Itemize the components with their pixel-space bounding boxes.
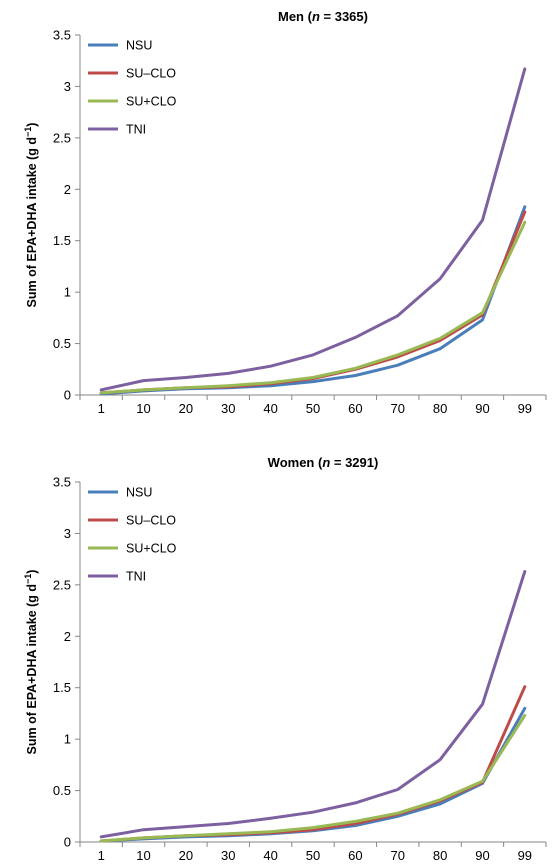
- x-tick-label: 20: [179, 401, 193, 416]
- x-tick-label: 99: [518, 848, 532, 863]
- y-tick-label: 3: [64, 526, 71, 541]
- series-line-nsu: [101, 708, 525, 841]
- x-tick-label: 80: [433, 848, 447, 863]
- y-tick-label: 0.5: [53, 783, 71, 798]
- y-tick-label: 2.5: [53, 577, 71, 592]
- y-tick-label: 0: [64, 835, 71, 850]
- x-tick-label: 70: [390, 848, 404, 863]
- legend-label: SU+CLO: [126, 542, 177, 556]
- x-tick-label: 30: [221, 401, 235, 416]
- x-tick-label: 20: [179, 848, 193, 863]
- x-tick-label: 1: [98, 848, 105, 863]
- x-tick-label: 80: [433, 401, 447, 416]
- x-tick-label: 1: [98, 401, 105, 416]
- series-line-tni: [101, 69, 525, 390]
- y-tick-label: 2.5: [53, 130, 71, 145]
- y-tick-label: 1: [64, 732, 71, 747]
- x-tick-label: 90: [475, 848, 489, 863]
- legend-label: TNI: [126, 123, 146, 137]
- chart-panel-1: Women (n = 3291) 0 0.5 1 1.5 2 2.5 3 3.5 1 10 20 30 4…: [23, 455, 546, 863]
- x-tick-label: 90: [475, 401, 489, 416]
- legend-label: TNI: [126, 570, 146, 584]
- y-tick-label: 1.5: [53, 233, 71, 248]
- chart-title: Women (n = 3291): [268, 455, 379, 470]
- y-tick-label: 2: [64, 182, 71, 197]
- x-tick-label: 50: [306, 401, 320, 416]
- x-tick-label: 70: [390, 401, 404, 416]
- chart-title: Men (n = 3365): [278, 9, 368, 24]
- y-axis-label: Sum of EPA+DHA intake (g d−1): [23, 570, 39, 755]
- x-tick-label: 99: [518, 401, 532, 416]
- chart-panel-0: Men (n = 3365) 0 0.5 1 1.5 2 2.5 3 3.5 1 10 20 30 40 5…: [23, 9, 546, 416]
- series-line-nsu: [101, 207, 525, 394]
- x-tick-label: 50: [306, 848, 320, 863]
- y-tick-label: 3.5: [53, 28, 71, 43]
- x-tick-label: 40: [263, 401, 277, 416]
- legend-label: SU+CLO: [126, 95, 177, 109]
- y-tick-label: 0.5: [53, 336, 71, 351]
- series-line-suclo: [101, 687, 525, 841]
- x-tick-label: 40: [263, 848, 277, 863]
- x-tick-label: 30: [221, 848, 235, 863]
- series-line-suclo: [101, 212, 525, 393]
- legend-label: SU–CLO: [126, 514, 176, 528]
- x-tick-label: 10: [136, 848, 150, 863]
- y-tick-label: 3: [64, 79, 71, 94]
- y-tick-label: 2: [64, 629, 71, 644]
- x-tick-label: 10: [136, 401, 150, 416]
- legend-label: SU–CLO: [126, 67, 176, 81]
- y-tick-label: 3.5: [53, 475, 71, 490]
- y-tick-label: 1: [64, 285, 71, 300]
- legend-label: NSU: [126, 486, 152, 500]
- series-line-tni: [101, 572, 525, 837]
- legend-label: NSU: [126, 39, 152, 53]
- x-tick-label: 60: [348, 848, 362, 863]
- y-tick-label: 1.5: [53, 680, 71, 695]
- y-tick-label: 0: [64, 388, 71, 403]
- y-axis-label: Sum of EPA+DHA intake (g d−1): [23, 123, 39, 308]
- x-tick-label: 60: [348, 401, 362, 416]
